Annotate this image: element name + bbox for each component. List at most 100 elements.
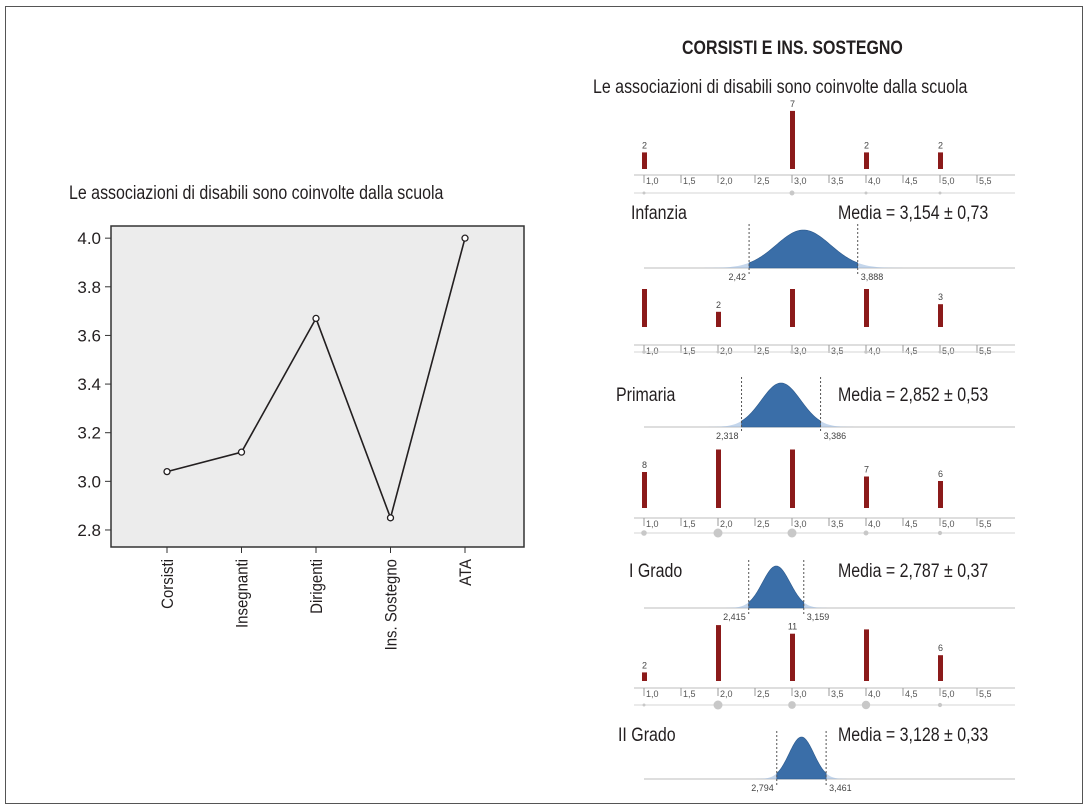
dot-strip-point: [864, 191, 868, 195]
scale-tick-label: 1,0: [646, 689, 659, 699]
line-chart-title: Le associazioni di disabili sono coinvol…: [69, 183, 444, 204]
scale-tick-label: 3,5: [831, 519, 844, 529]
scale-tick-label: 5,5: [979, 346, 992, 356]
interval-label: 3,461: [829, 783, 852, 793]
panel-label-i-grado: I Grado: [629, 561, 683, 582]
dot-strip-point: [864, 350, 868, 354]
scale-tick-label: 4,5: [905, 519, 918, 529]
bar-value-label: 2: [642, 660, 647, 670]
right-panel-subtitle: Le associazioni di disabili sono coinvol…: [593, 77, 968, 98]
scale-tick-label: 2,5: [757, 346, 770, 356]
media-ii-grado: Media = 3,128 ± 0,33: [838, 725, 989, 746]
data-point: [163, 467, 171, 476]
y-tick-label: 3.2: [77, 424, 101, 443]
dot-strip-point: [937, 702, 943, 708]
dot-strip-point: [713, 528, 723, 538]
bar-value-label: 11: [788, 622, 797, 632]
scale-tick-label: 4,5: [905, 689, 918, 699]
normal-curve: [748, 565, 805, 609]
bar-value-label: 2: [938, 140, 943, 150]
panel-primaria: 1,0 1,5 2,0 2,5 3,0 3,5 4,0 4,5 5,0 5,5 2 3 2,318 3,3…: [634, 289, 1015, 441]
dot-strip-point: [787, 528, 797, 538]
bar-value-label: 2: [864, 140, 869, 150]
scale-tick-label: 5,0: [942, 689, 955, 699]
x-tick-label: Ins. Sostegno: [383, 559, 401, 651]
bar: [864, 476, 869, 508]
dot-strip-point: [713, 700, 723, 710]
data-point: [237, 448, 246, 456]
bar-value-label: 6: [938, 469, 943, 479]
scale-tick-label: 2,5: [757, 176, 770, 186]
scale-tick-label: 1,0: [646, 519, 659, 529]
scale-tick-label: 3,0: [794, 176, 807, 186]
bar: [642, 152, 647, 169]
scale-tick-label: 2,0: [720, 346, 733, 356]
dot-strip-point: [716, 350, 720, 354]
interval-label: 2,318: [716, 431, 739, 441]
scale-tick-label: 5,0: [942, 519, 955, 529]
panel-label-ii-grado: II Grado: [618, 725, 676, 746]
media-infanzia: Media = 3,154 ± 0,73: [838, 203, 989, 224]
scale-tick-label: 1,5: [683, 689, 696, 699]
scale-tick-label: 2,0: [720, 519, 733, 529]
dot-strip-point: [642, 703, 646, 707]
bar: [938, 481, 943, 508]
bar: [938, 304, 943, 327]
interval-label: 3,159: [807, 612, 830, 622]
y-tick-label: 2.8: [77, 521, 101, 540]
dot-strip-point: [938, 350, 942, 354]
scale-tick-label: 4,0: [868, 689, 881, 699]
interval-label: 2,794: [751, 783, 774, 793]
scale-tick-label: 3,5: [831, 689, 844, 699]
bar: [938, 152, 943, 169]
scale-tick-label: 1,0: [646, 346, 659, 356]
y-tick-label: 3.6: [77, 326, 101, 345]
scale-tick-label: 3,0: [794, 346, 807, 356]
data-point: [461, 234, 469, 242]
scale-tick-label: 3,5: [831, 346, 844, 356]
y-tick-label: 4.0: [77, 229, 101, 248]
bar: [716, 449, 721, 508]
media-primaria: Media = 2,852 ± 0,53: [838, 385, 989, 406]
normal-curve: [776, 736, 827, 780]
scale-tick-label: 1,5: [683, 176, 696, 186]
scale-tick-label: 1,5: [683, 346, 696, 356]
bar: [864, 629, 869, 681]
dot-strip-point: [861, 700, 871, 710]
dot-strip-point: [789, 190, 795, 196]
distribution-panels: 1,0 1,5 2,0 2,5 3,0 3,5 4,0 4,5 5,0 5,5 2 7 2 2 2,42 3,…: [634, 99, 1015, 793]
scale-tick-label: 1,5: [683, 519, 696, 529]
x-tick-label: Dirigenti: [308, 559, 326, 614]
bar-value-label: 2: [716, 300, 721, 310]
x-tick-label: ATA: [457, 559, 475, 586]
bar-value-label: 2: [642, 140, 647, 150]
dot-strip-point: [937, 530, 943, 536]
dot-strip-point: [788, 701, 796, 709]
scale-tick-label: 5,0: [942, 176, 955, 186]
interval-label: 2,415: [723, 612, 746, 622]
media-i-grado: Media = 2,787 ± 0,37: [838, 561, 989, 582]
scale-tick-label: 3,0: [794, 689, 807, 699]
scale-tick-label: 4,0: [868, 519, 881, 529]
bar: [716, 625, 721, 681]
scale-tick-label: 4,0: [868, 346, 881, 356]
normal-curve: [741, 382, 821, 428]
scale-tick-label: 5,0: [942, 346, 955, 356]
interval-label: 3,386: [824, 431, 847, 441]
bar: [938, 655, 943, 681]
panel-label-primaria: Primaria: [616, 385, 676, 406]
scale-tick-label: 5,5: [979, 519, 992, 529]
bar: [790, 633, 795, 681]
bar-value-label: 7: [864, 465, 869, 475]
dot-strip-point: [938, 191, 942, 195]
dot-strip-point: [863, 530, 869, 536]
x-tick-label: Corsisti: [159, 559, 177, 609]
bar-value-label: 8: [642, 460, 647, 470]
dot-strip-point: [641, 530, 647, 536]
bar: [642, 472, 647, 508]
bar: [864, 152, 869, 169]
scale-tick-label: 1,0: [646, 176, 659, 186]
y-tick-label: 3.4: [77, 375, 101, 394]
panel-ii-grado: 1,0 1,5 2,0 2,5 3,0 3,5 4,0 4,5 5,0 5,5 2 11 6 2,794 3…: [634, 622, 1015, 793]
scale-tick-label: 2,5: [757, 689, 770, 699]
